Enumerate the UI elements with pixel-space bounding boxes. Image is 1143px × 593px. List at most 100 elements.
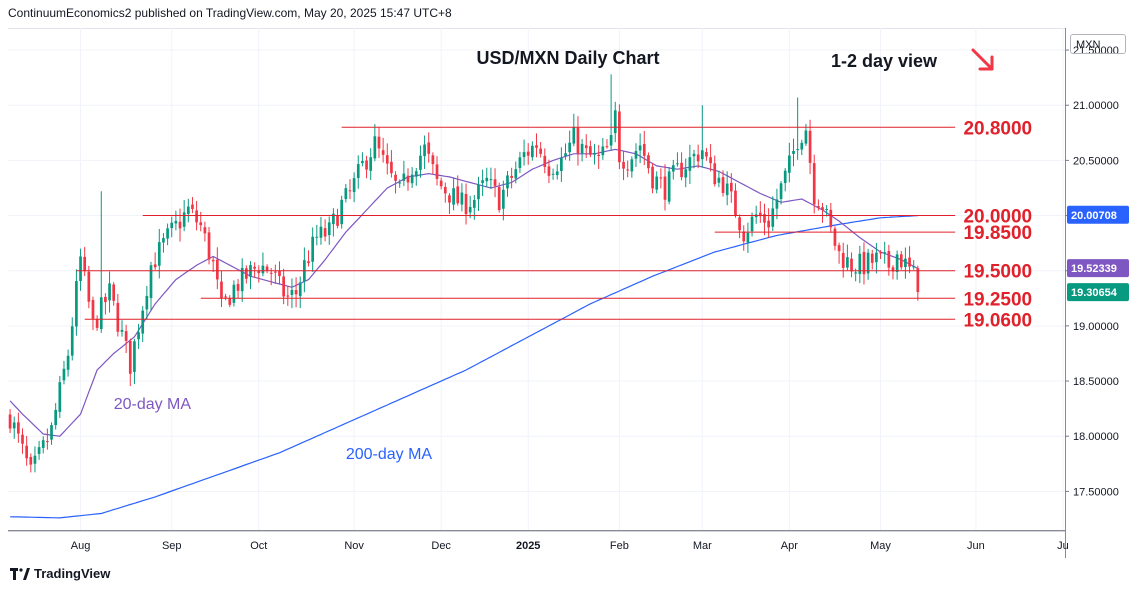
- candle-body: [87, 271, 91, 302]
- candle-body: [833, 228, 837, 246]
- candle-body: [439, 180, 443, 187]
- candle-body: [535, 145, 538, 148]
- currency-label[interactable]: MXN: [1070, 34, 1126, 54]
- candle-body: [659, 177, 663, 179]
- candle-body: [593, 152, 596, 155]
- chart-subtitle: 1-2 day view: [831, 51, 938, 71]
- candle-body: [99, 297, 103, 330]
- y-tick-label: 21.00000: [1073, 100, 1119, 112]
- candle-body: [721, 177, 725, 193]
- candle-body: [597, 154, 601, 156]
- y-axis-border: [1065, 28, 1066, 558]
- candle-body: [402, 173, 406, 181]
- candle-body: [634, 151, 638, 159]
- candle-body: [398, 182, 402, 184]
- candle-body: [112, 284, 116, 301]
- x-axis: Aug Sep Oct Nov Dec 2025 Feb Mar Apr May Jun Ju: [71, 540, 1069, 552]
- candle-body: [601, 146, 605, 156]
- candle-body: [21, 434, 24, 444]
- candle-body: [133, 341, 136, 372]
- candle-body: [104, 296, 107, 303]
- candle-body: [854, 272, 858, 274]
- candle-body: [128, 340, 132, 374]
- ma20-line: [9, 148, 919, 437]
- arrow-down-right-icon: [971, 48, 994, 71]
- candle-body: [481, 180, 484, 184]
- x-tick-label: Mar: [693, 540, 712, 552]
- candle-body: [725, 183, 729, 196]
- candle-body: [79, 256, 82, 282]
- level-label: 19.5000: [963, 262, 1032, 283]
- candle-body: [257, 270, 261, 274]
- candle-body: [464, 193, 468, 215]
- price-tag-bg: [1067, 283, 1129, 302]
- x-tick-label: Sep: [162, 540, 182, 552]
- candle-body: [141, 310, 145, 334]
- candle-body: [269, 272, 273, 274]
- y-tick-label: 19.00000: [1073, 321, 1119, 333]
- candle-body: [821, 207, 824, 210]
- candle-body: [518, 157, 522, 168]
- ma20-annotation: 20-day MA: [114, 396, 192, 413]
- candle-body: [560, 157, 563, 172]
- candle-body: [120, 329, 124, 332]
- x-axis-border: [8, 530, 1065, 531]
- candle-body: [899, 254, 903, 268]
- ma200-line: [10, 215, 918, 519]
- x-tick-label: May: [870, 540, 891, 552]
- candle-body: [804, 130, 808, 144]
- candle-body: [340, 199, 344, 225]
- candle-body: [199, 222, 203, 226]
- candle-body: [510, 175, 513, 178]
- candle-body: [352, 178, 356, 193]
- candle-body: [116, 302, 120, 332]
- level-label: 19.8500: [963, 223, 1032, 244]
- candle-body: [361, 160, 364, 164]
- candle-body: [808, 130, 812, 163]
- candle-body: [775, 199, 779, 209]
- candle-body: [394, 174, 397, 181]
- x-tick-label: Aug: [71, 540, 91, 552]
- candle-body: [356, 164, 360, 178]
- ma20-layer: [9, 148, 919, 437]
- price-tag-label: 19.30654: [1071, 287, 1118, 299]
- candle-body: [837, 245, 841, 252]
- candle-body: [862, 251, 866, 275]
- footer-brand-label: TradingView: [34, 566, 111, 581]
- candle-body: [124, 331, 128, 341]
- publisher-header: ContinuumEconomics2 published on Trading…: [8, 6, 452, 20]
- level-label: 19.0600: [963, 310, 1032, 331]
- candle-body: [501, 189, 505, 209]
- candle-body: [841, 252, 845, 268]
- candle-body: [423, 144, 426, 157]
- candle-body: [435, 164, 439, 179]
- candle-body: [54, 409, 58, 426]
- candle-body: [626, 169, 630, 171]
- candle-body: [406, 175, 410, 183]
- candle-body: [37, 447, 41, 454]
- candle-body: [33, 455, 37, 464]
- x-tick-label: Nov: [344, 540, 364, 552]
- footer-brand[interactable]: TradingView: [10, 566, 110, 581]
- candle-body: [153, 264, 157, 268]
- candle-body: [186, 206, 190, 214]
- candle-body: [870, 253, 874, 263]
- candle-body: [456, 186, 460, 204]
- candle-body: [812, 163, 816, 205]
- candle-body: [916, 268, 920, 293]
- candle-body: [543, 155, 547, 167]
- candle-body: [671, 165, 675, 172]
- candle-body: [460, 192, 464, 205]
- candle-body: [365, 160, 368, 170]
- candle-body: [738, 217, 741, 231]
- candle-body: [522, 152, 526, 158]
- candle-body: [327, 222, 331, 236]
- candle-body: [858, 253, 862, 274]
- candle-body: [232, 284, 236, 303]
- candle-body: [734, 190, 737, 216]
- candle-body: [323, 228, 327, 237]
- candle-body: [8, 414, 12, 429]
- candle-body: [908, 257, 911, 267]
- candle-body: [195, 210, 198, 223]
